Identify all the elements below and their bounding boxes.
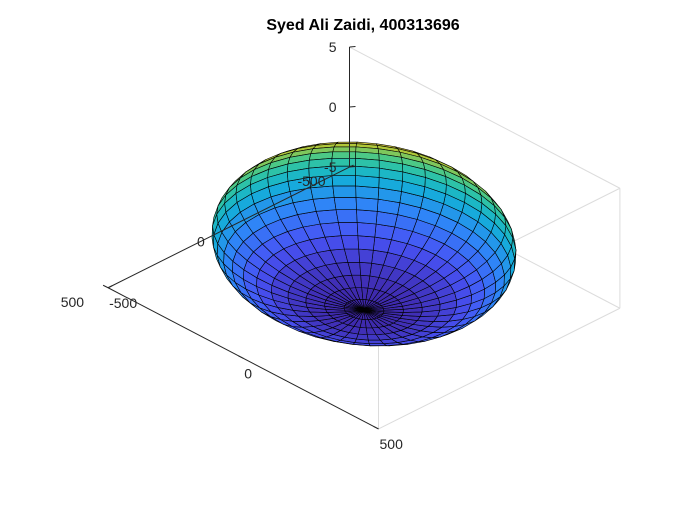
surface-face xyxy=(356,209,378,225)
surface-face xyxy=(356,222,377,238)
y-tick xyxy=(102,284,109,289)
x-tick-label: 500 xyxy=(61,294,85,310)
x-tick xyxy=(228,224,234,228)
surface-face xyxy=(359,261,372,277)
chart-title: Syed Ali Zaidi, 400313696 xyxy=(266,17,459,34)
surface-face xyxy=(355,197,379,212)
surface-face xyxy=(355,165,380,178)
surface-face xyxy=(340,235,360,250)
x-tick xyxy=(107,285,113,289)
y-tick-label: 500 xyxy=(380,436,404,452)
x-tick xyxy=(349,164,354,168)
surface-face xyxy=(332,146,357,153)
y-tick-label: -500 xyxy=(109,295,137,311)
surface-face xyxy=(335,209,358,223)
surface-face xyxy=(417,315,438,322)
surface-face xyxy=(358,248,374,264)
axis-ticks: -5 0 5 -500 0 500 -500 0 500 xyxy=(61,39,403,452)
surface-face xyxy=(333,143,357,148)
z-tick xyxy=(349,106,356,108)
surface-face xyxy=(360,274,371,289)
z-tick-label: 5 xyxy=(329,39,337,55)
y-tick-label: 0 xyxy=(244,365,252,381)
surface-plot xyxy=(211,141,517,347)
surface-face xyxy=(357,235,376,251)
surface-face xyxy=(331,175,356,187)
surface-face xyxy=(333,197,357,210)
box-edge xyxy=(378,307,621,430)
x-tick-label: 0 xyxy=(197,233,205,249)
surface-face xyxy=(355,185,380,200)
surface-face xyxy=(331,151,356,159)
surface-face xyxy=(332,185,357,198)
surface-face xyxy=(338,222,359,236)
box-edge xyxy=(349,46,621,189)
z-tick-label: 0 xyxy=(329,99,337,115)
surface-face xyxy=(312,197,337,212)
y-tick xyxy=(238,355,244,359)
z-tick-label: -5 xyxy=(324,159,337,175)
surface-face xyxy=(315,209,339,225)
z-tick xyxy=(349,46,356,48)
y-tick xyxy=(373,426,379,430)
x-tick-label: -500 xyxy=(297,173,325,189)
